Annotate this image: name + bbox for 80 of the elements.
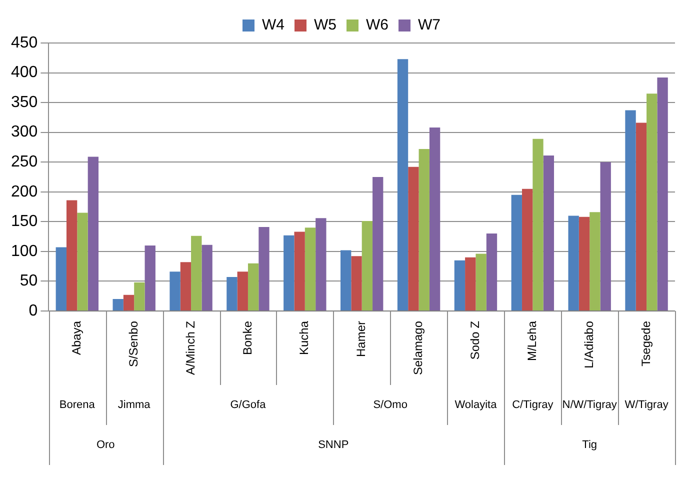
bar <box>180 262 192 310</box>
bar <box>362 221 373 310</box>
bar <box>600 162 611 310</box>
x-tick-label: L/Adiabo <box>582 320 596 368</box>
y-tick-label: 400 <box>10 64 38 82</box>
bar <box>625 110 636 310</box>
text: Tig <box>582 439 598 452</box>
bar <box>316 218 326 310</box>
text: G/Gofa <box>230 399 267 412</box>
bar <box>372 176 384 310</box>
y-tick-label: 200 <box>10 183 38 200</box>
bar <box>226 277 238 310</box>
bar <box>170 272 180 310</box>
x-tick-label: A/Minch Z <box>183 320 198 375</box>
bar <box>397 59 408 310</box>
bar <box>568 216 579 310</box>
text: Borena <box>59 399 96 412</box>
bar <box>351 256 362 310</box>
bar <box>88 156 99 310</box>
legend-label: W7 <box>418 16 440 34</box>
x-tick-label: Hamer <box>354 320 368 357</box>
legend-label: W4 <box>262 16 284 34</box>
bar <box>112 299 124 310</box>
bar <box>294 232 305 310</box>
bar <box>486 234 498 310</box>
y-tick-label: 350 <box>10 94 38 111</box>
bar <box>202 244 212 310</box>
bar <box>304 228 316 310</box>
bar <box>590 212 600 310</box>
bar <box>511 194 522 310</box>
bar <box>418 148 430 310</box>
y-tick-label: 450 <box>10 34 38 52</box>
bar <box>123 294 134 310</box>
bar <box>522 188 533 310</box>
y-tick-label: 0 <box>28 302 38 320</box>
legend-label: W6 <box>366 16 388 34</box>
text: SNNP <box>318 439 349 452</box>
text: W/Tigray <box>624 399 669 412</box>
text: C/Tigray <box>512 399 554 412</box>
bar <box>465 257 476 310</box>
y-tick-label: 50 <box>20 272 38 290</box>
text: Jimma <box>118 399 152 412</box>
bar <box>191 236 202 310</box>
bar <box>636 122 647 310</box>
bar <box>646 94 658 310</box>
bar <box>578 216 590 310</box>
x-tick-label: Tsegede <box>638 320 653 366</box>
text: S/Omo <box>373 399 408 412</box>
text: Oro <box>96 439 115 452</box>
bar <box>408 166 419 310</box>
bar <box>258 227 270 310</box>
bar <box>77 212 88 310</box>
x-tick-label: Abaya <box>69 320 84 355</box>
text: Wolayita <box>454 399 498 412</box>
bar <box>657 78 668 310</box>
y-tick-label: 100 <box>10 242 38 260</box>
bar <box>532 138 544 310</box>
y-tick-label: 300 <box>10 124 38 141</box>
x-tick-label: S/Senbo <box>126 320 140 368</box>
bar <box>144 245 156 310</box>
bar <box>340 250 352 310</box>
x-tick-label: M/Leha <box>524 320 539 361</box>
bar <box>429 128 440 310</box>
x-tick-label: Bonke <box>240 320 254 355</box>
bar <box>56 247 66 310</box>
bar <box>66 200 78 310</box>
bar <box>284 235 294 310</box>
bar <box>454 260 466 310</box>
bar <box>476 254 486 310</box>
x-tick-label: Kucha <box>297 320 312 355</box>
x-tick-label: Selamago <box>411 320 426 376</box>
bar <box>543 156 554 310</box>
y-tick-label: 250 <box>10 154 38 170</box>
y-tick-label: 150 <box>10 213 38 230</box>
legend-label: W5 <box>314 16 336 34</box>
x-tick-label: Sodo Z <box>468 320 482 360</box>
bar <box>134 282 145 310</box>
bar <box>237 272 248 310</box>
bar <box>248 263 259 310</box>
text: N/W/Tigray <box>562 399 618 412</box>
